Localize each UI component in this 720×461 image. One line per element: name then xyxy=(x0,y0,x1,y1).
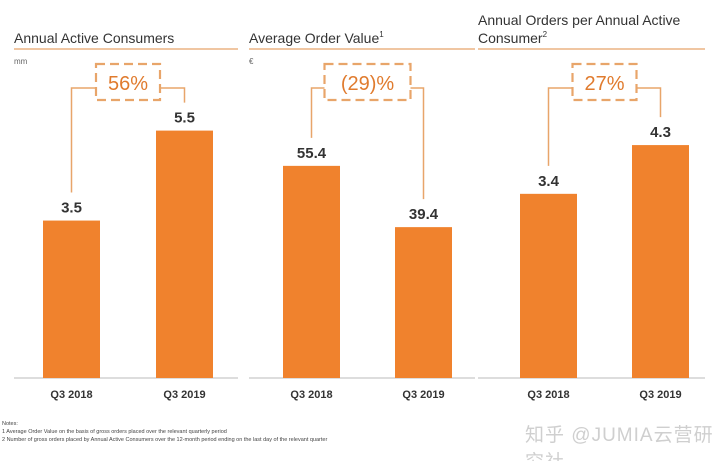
value-label: 39.4 xyxy=(409,206,439,223)
watermark: 知乎 @JUMIA云营研究社 xyxy=(525,425,714,461)
notes-heading: Notes: xyxy=(2,421,18,427)
category-tick-label: Q3 2018 xyxy=(50,389,92,401)
value-label: 3.5 xyxy=(61,200,82,217)
change-box xyxy=(323,62,412,102)
change-box xyxy=(571,62,638,102)
category-tick-label: Q3 2019 xyxy=(639,389,681,401)
change-bracket-right xyxy=(636,87,662,118)
change-bracket-left xyxy=(70,87,96,193)
unit-label: mm xyxy=(14,57,28,66)
change-box xyxy=(94,62,162,102)
bar-q3-2018 xyxy=(43,220,100,378)
chart-title-line1: Annual Orders per Annual Active xyxy=(478,12,681,28)
chart-title: Average Order Value1 xyxy=(249,30,384,46)
bar-q3-2019 xyxy=(156,130,213,378)
change-bracket-left xyxy=(547,87,573,166)
note-2: 2 Number of gross orders placed by Annua… xyxy=(2,437,328,443)
chart-title-line2: Consumer2 xyxy=(478,30,548,46)
change-label: 27% xyxy=(584,73,624,95)
bar-q3-2019 xyxy=(395,227,452,378)
notes: Notes: 1 Average Order Value on the basi… xyxy=(2,420,327,444)
change-bracket-right xyxy=(410,87,425,200)
note-1: 1 Average Order Value on the basis of gr… xyxy=(2,429,227,435)
chart-title: Annual Active Consumers xyxy=(14,30,174,46)
bar-q3-2018 xyxy=(520,193,577,378)
value-label: 3.4 xyxy=(538,173,560,190)
unit-label: € xyxy=(249,57,254,66)
value-label: 4.3 xyxy=(650,124,671,141)
category-tick-label: Q3 2019 xyxy=(163,389,205,401)
category-tick-label: Q3 2018 xyxy=(527,389,569,401)
change-bracket-left xyxy=(310,87,325,138)
category-tick-label: Q3 2019 xyxy=(402,389,444,401)
change-label: (29)% xyxy=(341,73,395,95)
bar-q3-2019 xyxy=(632,145,689,378)
value-label: 55.4 xyxy=(297,145,327,162)
value-label: 5.5 xyxy=(174,110,195,127)
change-label: 56% xyxy=(108,73,148,95)
category-tick-label: Q3 2018 xyxy=(290,389,332,401)
change-bracket-right xyxy=(160,87,186,103)
bar-q3-2018 xyxy=(283,165,340,378)
